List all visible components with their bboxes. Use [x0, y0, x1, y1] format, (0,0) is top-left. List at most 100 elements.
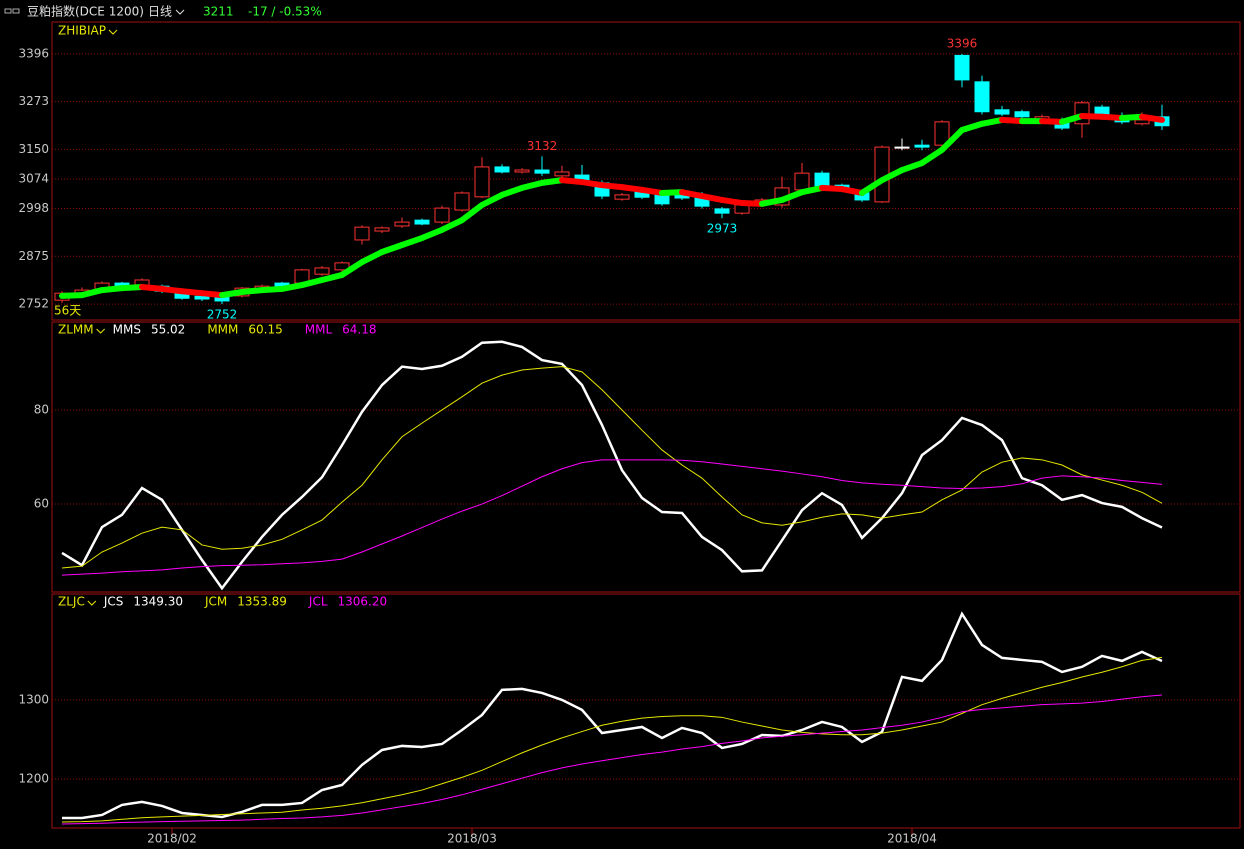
candle-body [394, 221, 410, 227]
trend-line-segment [779, 189, 805, 203]
trend-line-segment [379, 242, 405, 256]
trend-line-segment [279, 282, 305, 292]
candle-body [354, 226, 370, 241]
trend-line-segment [539, 177, 565, 186]
trend-line-segment [359, 249, 385, 266]
series-line [61, 694, 1163, 825]
trend-line-segment [219, 289, 245, 299]
period-chevron[interactable] [175, 9, 185, 15]
trend-line-segment [939, 127, 965, 153]
candle-body [794, 172, 810, 191]
trend-line-segment [1099, 113, 1125, 121]
candle-body [654, 194, 670, 205]
trend-line-segment [79, 287, 105, 299]
trend-line-segment [499, 184, 525, 198]
candle-body [974, 81, 990, 113]
high-label: 3396 [947, 36, 978, 50]
trend-line-segment [819, 184, 845, 193]
trend-line-segment [519, 179, 545, 191]
candle-body [554, 171, 570, 177]
period-selector[interactable]: 日线 [148, 5, 172, 19]
trend-line-segment [1059, 113, 1085, 125]
series-line [61, 366, 1163, 569]
legend-value: 1306.20 [338, 595, 388, 609]
legend-value: 1353.89 [237, 595, 287, 609]
trend-line-segment [1039, 118, 1065, 125]
low-label: 2973 [707, 222, 738, 236]
candle-body [614, 194, 630, 200]
trend-line-segment [159, 285, 185, 295]
series-line [62, 611, 1163, 820]
candle-body [934, 121, 950, 146]
candle-body [1134, 119, 1150, 125]
trend-line-segment [199, 290, 225, 299]
symbol-title: 豆粕指数(DCE 1200) [27, 4, 144, 19]
candle-body [814, 172, 830, 187]
trend-line-segment [1139, 113, 1165, 123]
trend-line-segment [259, 285, 285, 294]
candle-body [914, 144, 930, 148]
trend-line-segment [799, 184, 825, 196]
y-tick-label: 60 [34, 497, 49, 511]
trend-line-segment [119, 283, 145, 292]
y-tick-label: 80 [34, 402, 49, 416]
candle-body [894, 146, 910, 149]
series-line [61, 340, 1163, 591]
indicator-chevron[interactable] [108, 29, 118, 35]
candle-body [454, 192, 470, 211]
candle-body [1014, 111, 1030, 118]
trend-line-segment [959, 120, 985, 134]
candle-body [374, 227, 390, 232]
trend-line-segment [999, 116, 1025, 125]
x-tick-label: 2018/04 [887, 832, 937, 846]
header-icon [4, 8, 20, 14]
trend-line-segment [879, 167, 905, 184]
low-label: 2752 [207, 308, 238, 322]
trend-line-segment [979, 116, 1005, 127]
trend-line-segment [639, 186, 665, 196]
trend-line-segment [699, 193, 725, 203]
legend-value: 60.15 [248, 323, 282, 337]
legend-name: JCL [308, 595, 328, 609]
legend-value: 64.18 [342, 323, 376, 337]
indicator-title: ZLJC [58, 595, 85, 609]
indicator-title: ZHIBIAP [58, 24, 106, 38]
trend-line-segment [399, 235, 425, 249]
candle-body [994, 109, 1010, 115]
indicator-title: ZLMM [58, 323, 94, 337]
trend-line-segment [919, 146, 945, 167]
trend-line-segment [579, 179, 605, 189]
candle-body [494, 166, 510, 173]
y-tick-label: 1300 [18, 692, 49, 706]
trend-line-segment [239, 287, 265, 296]
trend-line-segment [179, 288, 205, 297]
x-tick-label: 2018/03 [447, 832, 497, 846]
trend-line-segment [339, 259, 365, 278]
candle-body [954, 54, 970, 81]
period-label: 56天 [54, 304, 81, 318]
panel-frames [51, 21, 1241, 829]
candle-body [474, 166, 490, 198]
candle-body [514, 169, 530, 173]
trend-line-segment [599, 182, 625, 191]
trend-line-segment [719, 196, 745, 207]
trend-line-segment [859, 177, 885, 196]
candle-body [534, 169, 550, 174]
trend-line-segment [419, 226, 445, 242]
legend-name: MMM [207, 323, 238, 337]
y-tick-label: 3396 [18, 46, 49, 60]
candle-body [334, 262, 350, 271]
indicator-chevron[interactable] [87, 600, 97, 606]
trend-line-segment [459, 201, 485, 224]
trend-line-segment [739, 200, 765, 207]
indicator-chevron[interactable] [96, 328, 105, 334]
trend-line-segment [319, 271, 345, 283]
trend-line-segment [59, 292, 85, 299]
trend-line-segment [479, 191, 505, 208]
legend-name: MMS [113, 323, 141, 337]
candle-body [194, 295, 210, 300]
legend-value: 55.02 [151, 323, 185, 337]
trend-line-segment [439, 217, 465, 233]
y-tick-label: 1200 [18, 771, 49, 785]
